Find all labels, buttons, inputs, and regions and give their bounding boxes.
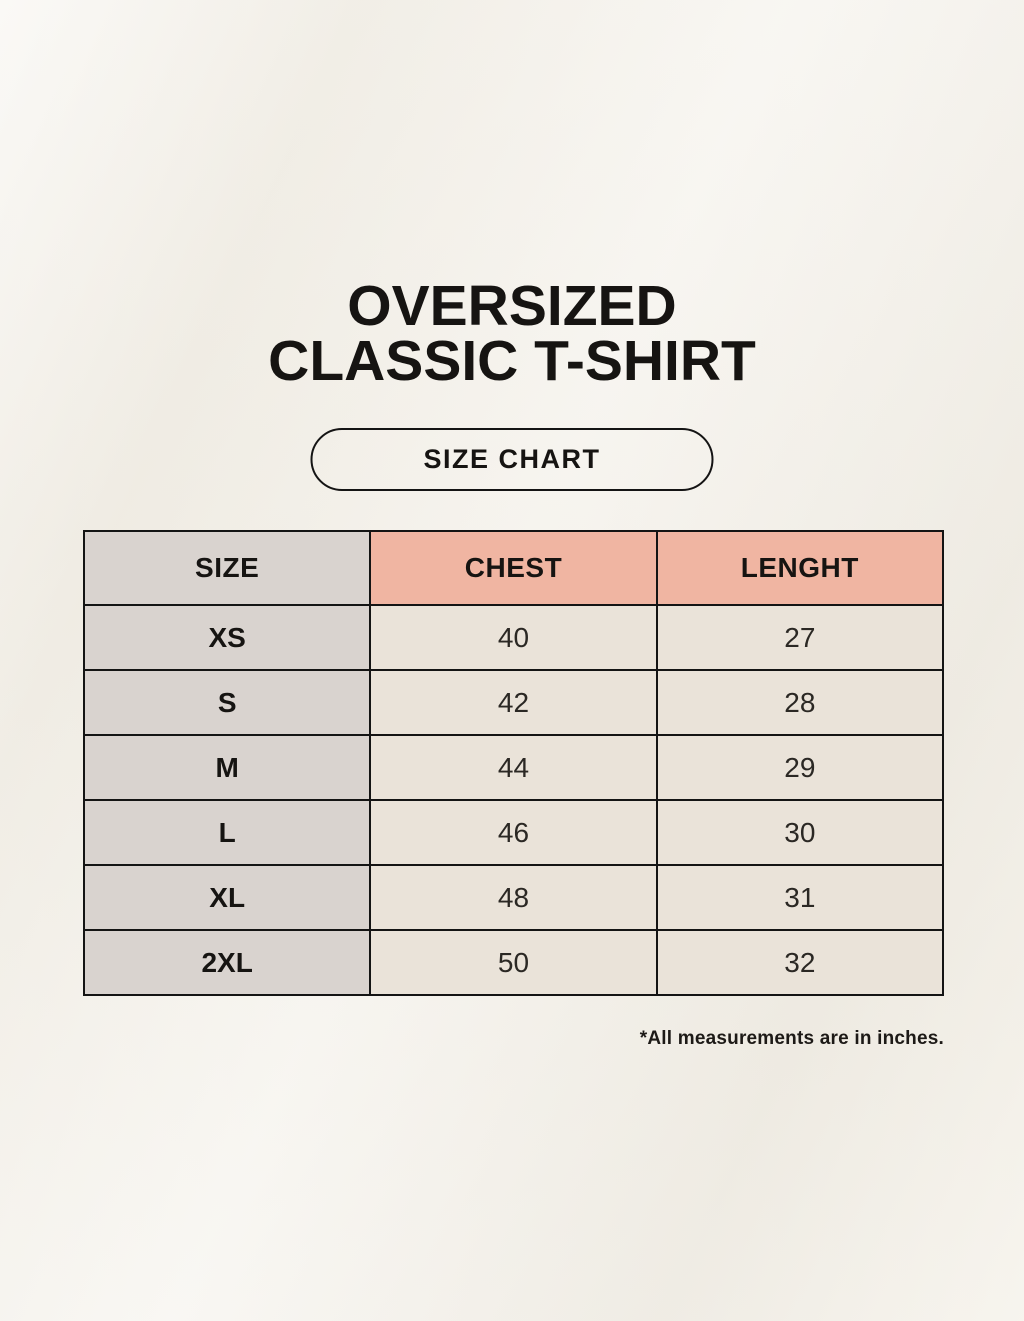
table-row: L 46 30 — [82, 799, 945, 866]
table-row: S 42 28 — [82, 669, 945, 736]
size-label: S — [82, 669, 372, 736]
chest-value: 50 — [369, 929, 658, 996]
size-label: M — [82, 734, 372, 801]
measurements-footnote: *All measurements are in inches. — [639, 1028, 944, 1049]
chest-value: 46 — [369, 799, 658, 866]
chest-value: 44 — [369, 734, 658, 801]
length-value: 28 — [655, 669, 945, 736]
table-header-row: SIZE CHEST LENGHT — [82, 530, 945, 606]
length-value: 27 — [655, 604, 945, 671]
size-label: L — [82, 799, 372, 866]
length-value: 32 — [655, 929, 945, 996]
length-value: 30 — [655, 799, 945, 866]
chest-value: 42 — [369, 669, 658, 736]
header-length: LENGHT — [655, 530, 945, 606]
table-row: M 44 29 — [82, 734, 945, 801]
table-row: XL 48 31 — [82, 864, 945, 931]
size-table: SIZE CHEST LENGHT XS 40 27 S 42 28 M 44 … — [82, 530, 945, 996]
size-label: XL — [82, 864, 372, 931]
page-title-line1: OVERSIZED — [347, 274, 677, 338]
header-size: SIZE — [82, 530, 372, 606]
size-chart-button-label: SIZE CHART — [423, 444, 601, 474]
size-label: 2XL — [82, 929, 372, 996]
page-title: OVERSIZED CLASSIC T-SHIRT — [0, 274, 1024, 393]
table-row: 2XL 50 32 — [82, 929, 945, 996]
page-title-line2: CLASSIC T-SHIRT — [268, 329, 756, 393]
table-row: XS 40 27 — [82, 604, 945, 671]
size-chart-button[interactable]: SIZE CHART — [310, 428, 714, 491]
length-value: 29 — [655, 734, 945, 801]
chest-value: 40 — [369, 604, 658, 671]
length-value: 31 — [655, 864, 945, 931]
size-label: XS — [82, 604, 372, 671]
chest-value: 48 — [369, 864, 658, 931]
header-chest: CHEST — [369, 530, 658, 606]
